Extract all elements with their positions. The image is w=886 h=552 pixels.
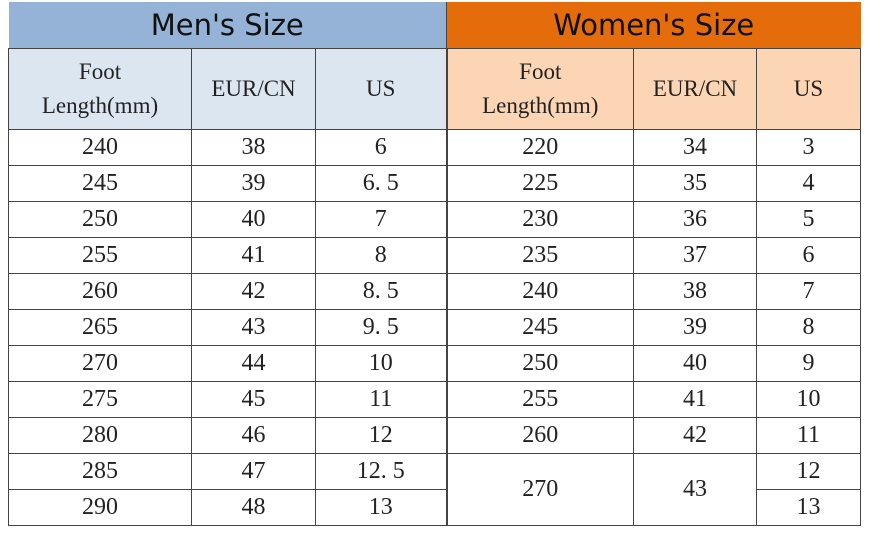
womens-foot-length-cell: 225 [445,165,634,202]
mens-us-cell: 12 [315,417,447,454]
womens-eur-cn-cell: 40 [633,345,757,382]
mens-eur-cn-cell: 39 [191,165,316,202]
womens-eur-cn-cell: 43 [633,453,757,526]
table-row: 275 45 11 255 41 10 [8,381,861,418]
mens-foot-length-cell: 280 [8,417,192,454]
womens-us-cell: 13 [756,489,861,526]
womens-foot-length-cell: 220 [445,129,634,166]
mens-eur-cn-header: EUR/CN [191,48,316,130]
mens-us-cell: 13 [315,489,447,526]
mens-us-header: US [315,48,447,130]
table-row: 255 41 8 235 37 6 [8,237,861,274]
table-row: 250 40 7 230 36 5 [8,201,861,238]
mens-us-cell: 11 [315,381,447,418]
womens-us-cell: 12 [756,453,861,490]
womens-eur-cn-cell: 39 [633,309,757,346]
womens-eur-cn-cell: 37 [633,237,757,274]
womens-us-cell: 9 [756,345,861,382]
womens-eur-cn-cell: 35 [633,165,757,202]
mens-eur-cn-cell: 38 [191,129,316,166]
mens-foot-length-cell: 260 [8,273,192,310]
womens-eur-cn-header: EUR/CN [633,48,757,130]
mens-foot-length-header: Foot Length(mm) [8,48,192,130]
mens-eur-cn-cell: 48 [191,489,316,526]
womens-foot-length-cell: 270 [445,453,634,526]
womens-foot-length-header: Foot Length(mm) [445,48,634,130]
mens-foot-length-cell: 240 [8,129,192,166]
womens-us-cell: 3 [756,129,861,166]
womens-eur-cn-cell: 34 [633,129,757,166]
mens-foot-length-cell: 255 [8,237,192,274]
table-row: 260 42 8. 5 240 38 7 [8,273,861,310]
mens-eur-cn-cell: 44 [191,345,316,382]
mens-us-cell: 9. 5 [315,309,447,346]
table-row: 285 47 12. 5 270 43 12 [8,453,861,526]
womens-us-cell: 8 [756,309,861,346]
womens-us-header: US [756,48,861,130]
womens-us-cell: 11 [756,417,861,454]
mens-foot-length-cell: 275 [8,381,192,418]
mens-foot-length-cell: 290 [8,489,192,526]
table-row: 245 39 6. 5 225 35 4 [8,165,861,202]
table-row: 265 43 9. 5 245 39 8 [8,309,861,346]
mens-foot-length-cell: 245 [8,165,192,202]
mens-us-cell: 6. 5 [315,165,447,202]
mens-eur-cn-cell: 42 [191,273,316,310]
womens-foot-length-cell: 255 [445,381,634,418]
womens-eur-cn-cell: 36 [633,201,757,238]
womens-eur-cn-cell: 38 [633,273,757,310]
mens-foot-length-cell: 250 [8,201,192,238]
mens-foot-length-cell: 270 [8,345,192,382]
mens-eur-cn-cell: 43 [191,309,316,346]
womens-us-cell: 5 [756,201,861,238]
womens-us-cell: 7 [756,273,861,310]
mens-eur-cn-cell: 46 [191,417,316,454]
womens-foot-length-cell: 235 [445,237,634,274]
mens-eur-cn-cell: 47 [191,453,316,490]
mens-us-cell: 6 [315,129,447,166]
womens-foot-length-cell: 245 [445,309,634,346]
womens-foot-length-cell: 230 [445,201,634,238]
womens-eur-cn-cell: 42 [633,417,757,454]
mens-foot-length-cell: 265 [8,309,192,346]
table-row: 270 44 10 250 40 9 [8,345,861,382]
womens-foot-length-cell: 260 [445,417,634,454]
size-chart-table: Men's Size Women's Size Foot Length(mm) E… [8,2,861,526]
mens-us-cell: 8. 5 [315,273,447,310]
mens-foot-length-cell: 285 [8,453,192,490]
womens-us-cell: 6 [756,237,861,274]
womens-size-title: Women's Size [446,2,861,49]
womens-us-cell: 4 [756,165,861,202]
womens-foot-length-cell: 250 [445,345,634,382]
mens-us-cell: 8 [315,237,447,274]
mens-eur-cn-cell: 40 [191,201,316,238]
table-row: 240 38 6 220 34 3 [8,129,861,166]
mens-eur-cn-cell: 41 [191,237,316,274]
womens-foot-length-cell: 240 [445,273,634,310]
mens-us-cell: 7 [315,201,447,238]
mens-size-title: Men's Size [8,2,447,49]
mens-us-cell: 12. 5 [315,453,447,490]
womens-us-cell: 10 [756,381,861,418]
table-row: 290 48 13 13 [8,489,861,526]
womens-eur-cn-cell: 41 [633,381,757,418]
mens-us-cell: 10 [315,345,447,382]
mens-eur-cn-cell: 45 [191,381,316,418]
table-row: 280 46 12 260 42 11 [8,417,861,454]
